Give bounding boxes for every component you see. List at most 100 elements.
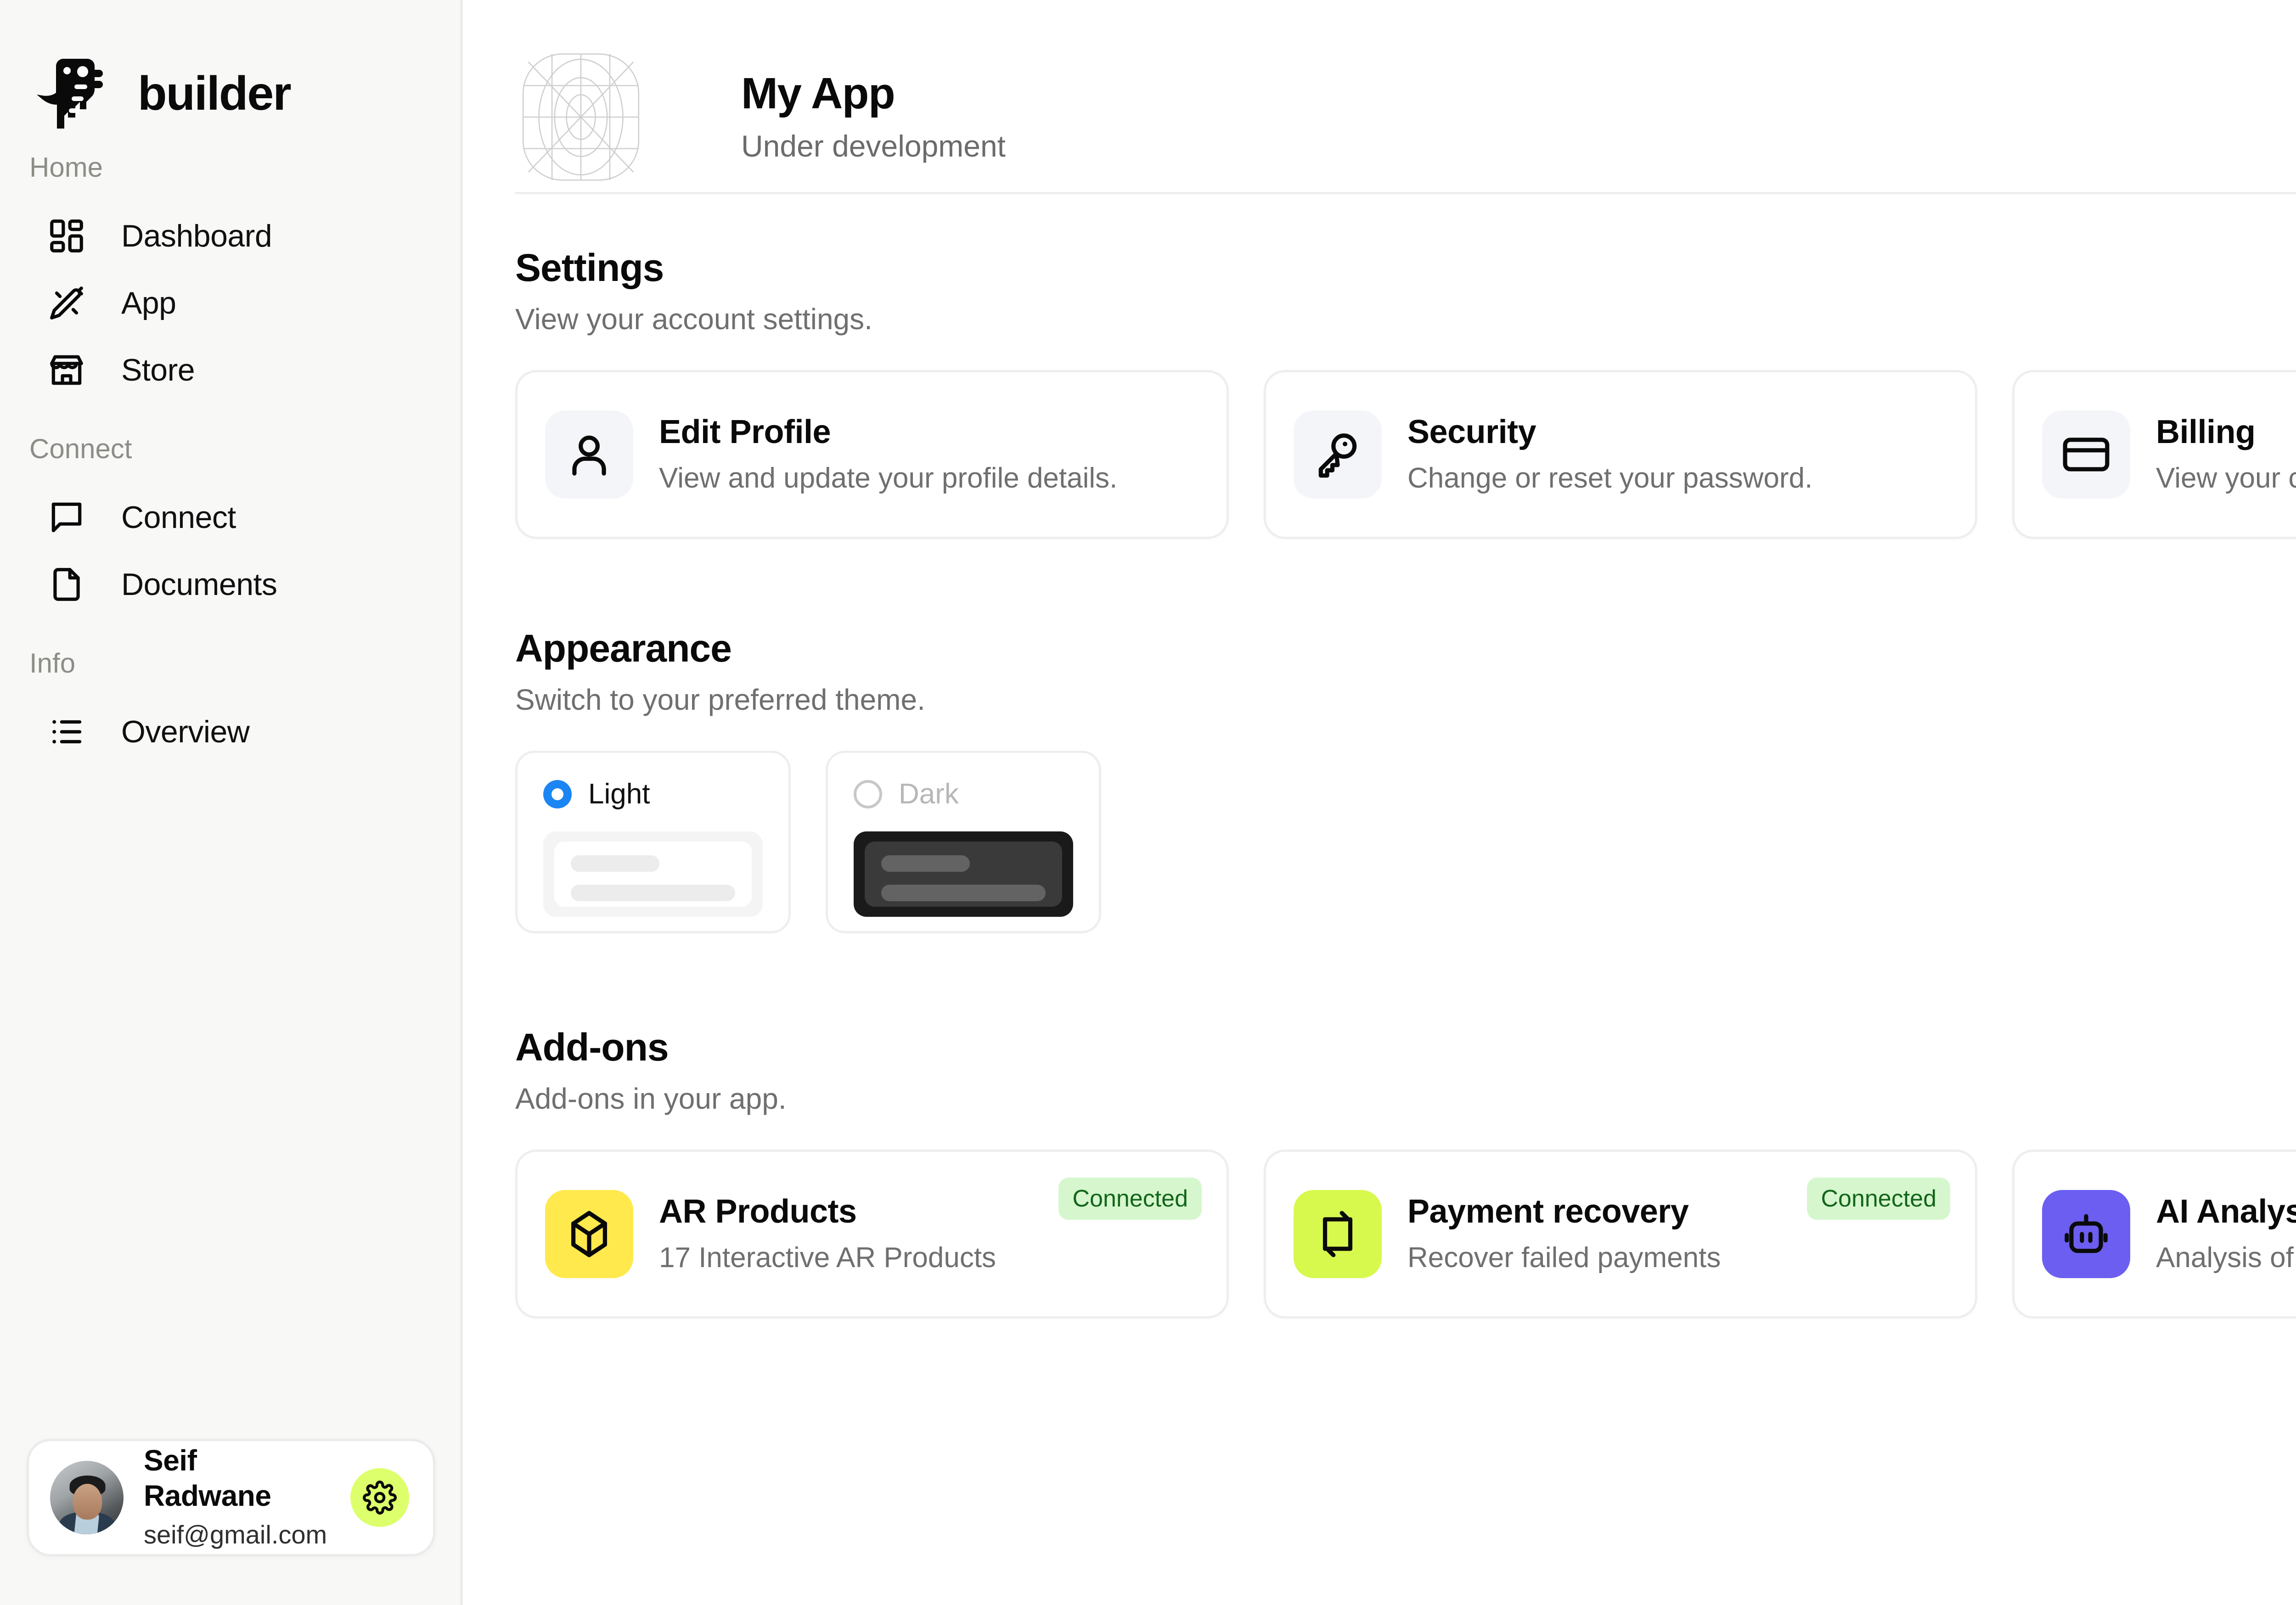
nav-group-connect: Connect Connect xyxy=(0,433,460,618)
robot-icon-tile xyxy=(2042,1190,2130,1278)
card-text: Edit Profile View and update your profil… xyxy=(659,413,1199,495)
box-3d-icon xyxy=(564,1209,614,1259)
theme-label-dark: Dark xyxy=(899,778,959,810)
addon-card-ar-products[interactable]: AR Products 17 Interactive AR Products C… xyxy=(515,1150,1229,1319)
box-3d-icon-tile xyxy=(545,1190,633,1278)
appearance-section: Appearance Switch to your preferred them… xyxy=(463,626,2296,933)
card-title: Security xyxy=(1407,414,1536,451)
sidebar-item-documents[interactable]: Documents xyxy=(0,551,460,618)
theme-head: Dark xyxy=(854,778,1073,810)
profile-name: Seif Radwane xyxy=(144,1444,271,1513)
design-tools-icon xyxy=(44,281,89,325)
nav-group-home: Home Dashboard xyxy=(0,152,460,404)
dino-logo-icon xyxy=(34,48,126,140)
appearance-title: Appearance xyxy=(515,627,732,670)
settings-button[interactable] xyxy=(350,1468,409,1527)
card-desc: 17 Interactive AR Products xyxy=(659,1242,996,1274)
sidebar-item-dashboard[interactable]: Dashboard xyxy=(0,202,460,269)
settings-subtitle: View your account settings. xyxy=(515,303,872,336)
repeat-arrows-icon xyxy=(1312,1209,1363,1259)
nav-group-info: Info Overview xyxy=(0,647,460,765)
theme-options: Light Dark xyxy=(515,751,2296,933)
theme-label-light: Light xyxy=(588,778,650,810)
card-desc: View your current plan. xyxy=(2156,462,2296,494)
sidebar-item-store[interactable]: Store xyxy=(0,337,460,404)
bulleted-list-icon xyxy=(44,709,89,754)
brand[interactable]: builder xyxy=(0,0,460,138)
key-icon-tile xyxy=(1294,410,1382,499)
card-desc: Change or reset your password. xyxy=(1407,462,1813,494)
card-desc: Analysis of your competitors. xyxy=(2156,1242,2296,1274)
addons-title: Add-ons xyxy=(515,1026,669,1069)
credit-card-icon-tile xyxy=(2042,410,2130,499)
message-square-icon xyxy=(44,495,89,540)
profile-meta: Seif Radwane seif@gmail.com xyxy=(144,1443,330,1552)
page-title: My App xyxy=(741,68,895,118)
key-icon xyxy=(1312,429,1363,480)
header-divider xyxy=(515,192,2296,194)
credit-card-icon xyxy=(2061,429,2111,480)
nav-group-label-connect: Connect xyxy=(29,433,132,464)
settings-card-security[interactable]: Security Change or reset your password. xyxy=(1264,370,1977,539)
card-title: Billing xyxy=(2156,414,2256,451)
settings-card-billing[interactable]: Billing View your current plan. xyxy=(2012,370,2296,539)
nav-group-label-info: Info xyxy=(29,648,76,679)
page-subtitle: Under development xyxy=(741,129,1006,163)
theme-head: Light xyxy=(543,778,763,810)
sidebar-item-label: Connect xyxy=(121,500,236,535)
card-title: Payment recovery xyxy=(1407,1193,1689,1230)
theme-preview-light xyxy=(543,831,763,917)
theme-option-dark[interactable]: Dark xyxy=(826,751,1101,933)
sidebar-item-label: Store xyxy=(121,353,195,387)
settings-title: Settings xyxy=(515,246,664,289)
user-profile-card[interactable]: Seif Radwane seif@gmail.com xyxy=(27,1439,435,1556)
radio-dark[interactable] xyxy=(854,780,882,808)
addon-card-payment-recovery[interactable]: Payment recovery Recover failed payments… xyxy=(1264,1150,1977,1319)
user-icon xyxy=(564,429,614,480)
robot-icon xyxy=(2061,1209,2111,1259)
gear-icon xyxy=(363,1481,397,1515)
sidebar-item-label: Dashboard xyxy=(121,219,272,253)
appearance-subtitle: Switch to your preferred theme. xyxy=(515,683,925,716)
radio-light[interactable] xyxy=(543,780,572,808)
sidebar: builder Home Dashboard xyxy=(0,0,463,1605)
status-badge: Connected xyxy=(1807,1178,1950,1220)
repeat-arrows-icon-tile xyxy=(1294,1190,1382,1278)
settings-section: Settings View your account settings. Edi… xyxy=(463,246,2296,539)
settings-card-edit-profile[interactable]: Edit Profile View and update your profil… xyxy=(515,370,1229,539)
card-text: AR Products 17 Interactive AR Products xyxy=(659,1193,1199,1275)
sidebar-item-app[interactable]: App xyxy=(0,269,460,337)
sidebar-item-connect[interactable]: Connect xyxy=(0,484,460,551)
sidebar-item-overview[interactable]: Overview xyxy=(0,698,460,765)
card-text: Security Change or reset your password. xyxy=(1407,413,1947,495)
storefront-icon xyxy=(44,348,89,393)
file-icon xyxy=(44,562,89,607)
sidebar-item-label: Documents xyxy=(121,567,277,602)
card-title: AI Analysis xyxy=(2156,1193,2296,1230)
card-title: Edit Profile xyxy=(659,414,831,451)
app-template-grid-icon xyxy=(515,51,647,183)
user-icon-tile xyxy=(545,410,633,499)
profile-email: seif@gmail.com xyxy=(144,1520,327,1549)
page-header: My App Under development xyxy=(463,0,2296,181)
theme-option-light[interactable]: Light xyxy=(515,751,791,933)
theme-preview-dark xyxy=(854,831,1073,917)
addons-section: Add-ons Add-ons in your app. AR Products xyxy=(463,1025,2296,1319)
layout-grid-icon xyxy=(44,213,89,258)
addons-subtitle: Add-ons in your app. xyxy=(515,1082,787,1115)
settings-cards: Edit Profile View and update your profil… xyxy=(515,370,2296,539)
card-text: AI Analysis Analysis of your competitors… xyxy=(2156,1193,2296,1275)
card-desc: View and update your profile details. xyxy=(659,462,1118,494)
sidebar-nav: Home Dashboard xyxy=(0,138,460,1605)
sidebar-item-label: Overview xyxy=(121,714,250,749)
status-badge: Connected xyxy=(1058,1178,1202,1220)
sidebar-item-label: App xyxy=(121,286,176,320)
card-desc: Recover failed payments xyxy=(1407,1242,1721,1274)
addon-card-ai-analysis[interactable]: AI Analysis Analysis of your competitors… xyxy=(2012,1150,2296,1319)
main-content: My App Under development Settings View y… xyxy=(463,0,2296,1605)
card-title: AR Products xyxy=(659,1193,857,1230)
nav-group-label-home: Home xyxy=(29,152,103,183)
avatar xyxy=(50,1461,124,1534)
brand-name: builder xyxy=(138,67,292,120)
